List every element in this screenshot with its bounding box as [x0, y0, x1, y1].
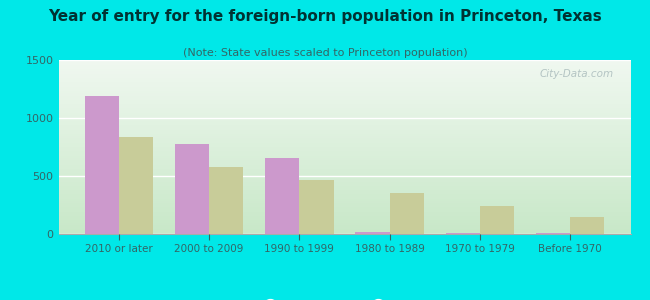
Legend: Princeton, Texas: Princeton, Texas [252, 295, 437, 300]
Bar [536, 233, 570, 234]
Bar [265, 158, 300, 234]
Text: City-Data.com: City-Data.com [540, 69, 614, 79]
Text: Year of entry for the foreign-born population in Princeton, Texas: Year of entry for the foreign-born popul… [48, 9, 602, 24]
Bar [356, 232, 389, 234]
Bar [119, 136, 153, 234]
Bar [300, 180, 333, 234]
Bar [570, 217, 604, 234]
Bar [446, 233, 480, 234]
Bar [389, 193, 424, 234]
Bar [175, 144, 209, 234]
Bar [480, 206, 514, 234]
Bar [84, 96, 119, 234]
Bar [209, 167, 243, 234]
Text: (Note: State values scaled to Princeton population): (Note: State values scaled to Princeton … [183, 48, 467, 58]
